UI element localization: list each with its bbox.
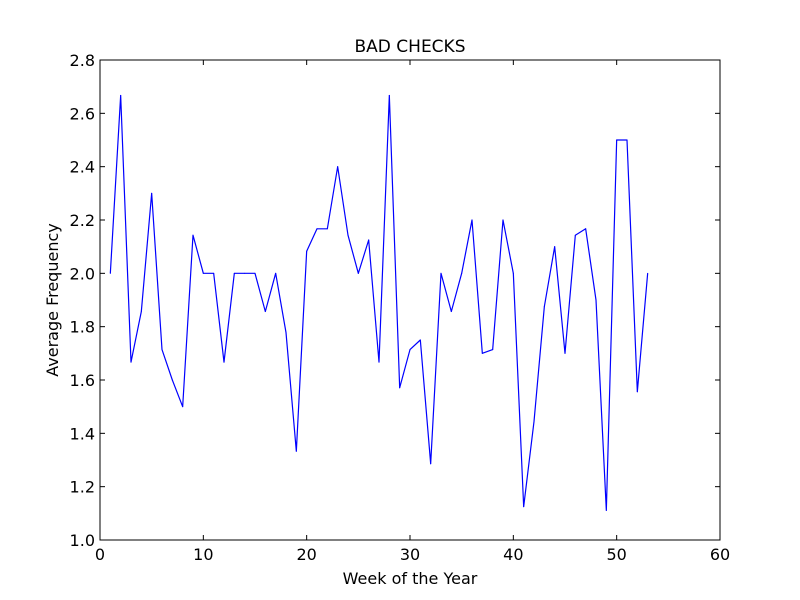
y-tick-label: 1.4 xyxy=(70,424,95,443)
data-point xyxy=(368,239,370,241)
data-point xyxy=(523,506,525,508)
data-point xyxy=(316,228,318,230)
data-point xyxy=(636,391,638,393)
data-point xyxy=(120,94,122,96)
data-point xyxy=(512,272,514,274)
data-point xyxy=(440,272,442,274)
data-point xyxy=(109,272,111,274)
data-point xyxy=(533,421,535,423)
data-point xyxy=(647,272,649,274)
data-point xyxy=(140,310,142,312)
data-point xyxy=(223,361,225,363)
data-point xyxy=(151,192,153,194)
data-point xyxy=(388,94,390,96)
y-tick-label: 2.2 xyxy=(70,211,95,230)
y-tick-label: 1.6 xyxy=(70,371,95,390)
data-point xyxy=(502,219,504,221)
data-point xyxy=(471,219,473,221)
y-axis-label: Average Frequency xyxy=(43,223,62,376)
data-point xyxy=(326,228,328,230)
data-point xyxy=(595,299,597,301)
data-point xyxy=(409,349,411,351)
data-point xyxy=(419,339,421,341)
data-point xyxy=(616,139,618,141)
data-point xyxy=(337,166,339,168)
chart-title: BAD CHECKS xyxy=(355,37,466,57)
plot-area xyxy=(100,60,720,540)
data-point xyxy=(461,272,463,274)
data-point xyxy=(171,379,173,381)
data-point xyxy=(399,387,401,389)
x-tick-label: 10 xyxy=(193,545,213,564)
data-point xyxy=(295,450,297,452)
data-point xyxy=(357,272,359,274)
x-tick-label: 0 xyxy=(95,545,105,564)
data-point xyxy=(306,250,308,252)
data-point xyxy=(554,246,556,248)
y-tick-label: 1.2 xyxy=(70,478,95,497)
data-point xyxy=(605,509,607,511)
y-tick-label: 2.6 xyxy=(70,104,95,123)
x-tick-label: 60 xyxy=(710,545,730,564)
data-point xyxy=(213,272,215,274)
data-point xyxy=(450,310,452,312)
data-point xyxy=(585,228,587,230)
data-point xyxy=(254,272,256,274)
y-tick-label: 1.0 xyxy=(70,531,95,550)
data-point xyxy=(275,272,277,274)
data-point xyxy=(574,234,576,236)
data-point xyxy=(430,463,432,465)
data-point xyxy=(564,352,566,354)
tick-labels-layer: 0 10 20 30 40 50 60 1.0 1.2 1.4 1.6 1.8 2.0 2.2 2.4 2.6… xyxy=(70,51,731,564)
y-tick-label: 2.8 xyxy=(70,51,95,70)
y-tick-label: 2.0 xyxy=(70,264,95,283)
data-point xyxy=(244,272,246,274)
x-tick-label: 50 xyxy=(606,545,626,564)
data-point xyxy=(264,310,266,312)
data-point xyxy=(192,234,194,236)
data-point xyxy=(161,349,163,351)
data-point xyxy=(347,234,349,236)
x-tick-label: 20 xyxy=(296,545,316,564)
y-tick-label: 1.8 xyxy=(70,318,95,337)
plot-frame xyxy=(99,59,721,541)
data-layer xyxy=(109,94,649,511)
data-point xyxy=(130,361,132,363)
data-point xyxy=(202,272,204,274)
data-point xyxy=(492,349,494,351)
data-point xyxy=(626,139,628,141)
data-point xyxy=(378,361,380,363)
x-tick-label: 30 xyxy=(400,545,420,564)
data-point xyxy=(285,332,287,334)
x-axis-label: Week of the Year xyxy=(343,569,478,588)
data-point xyxy=(182,406,184,408)
data-point xyxy=(233,272,235,274)
data-point xyxy=(481,352,483,354)
y-tick-label: 2.4 xyxy=(70,158,95,177)
x-tick-label: 40 xyxy=(503,545,523,564)
data-point xyxy=(543,306,545,308)
